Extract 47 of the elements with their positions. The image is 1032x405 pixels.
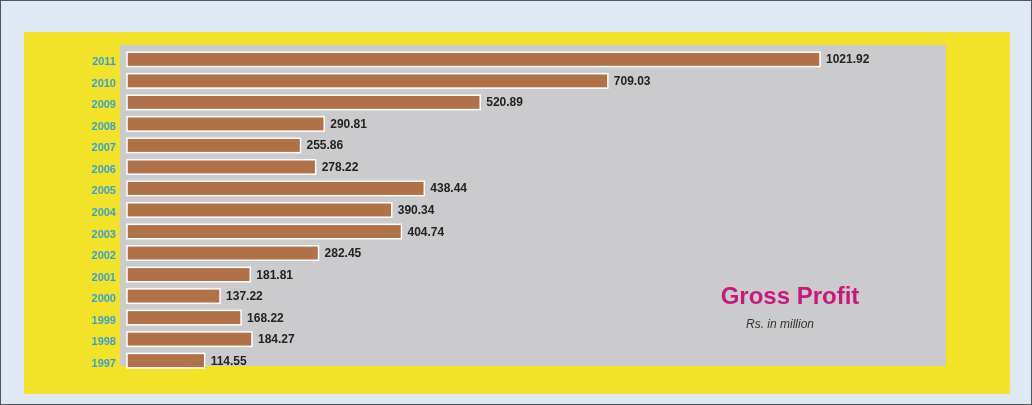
y-tick-label: 2009	[91, 98, 116, 111]
data-label: 390.34	[397, 203, 435, 217]
y-tick-label: 2001	[91, 270, 116, 283]
bar	[126, 223, 403, 240]
y-tick-label: 2006	[91, 162, 116, 175]
data-label: 278.22	[321, 159, 359, 174]
bar	[126, 288, 221, 305]
data-label: 168.22	[247, 310, 285, 325]
y-tick-label: 1999	[91, 313, 116, 326]
bar	[126, 94, 481, 111]
y-tick-label: 1998	[91, 335, 116, 348]
data-label: 255.86	[306, 138, 344, 153]
data-label: 181.81	[256, 267, 294, 282]
text: Rs. in million	[745, 317, 815, 331]
y-tick-label: 2010	[91, 76, 116, 89]
y-tick-label: 2002	[91, 249, 116, 262]
data-label: 282.45	[324, 246, 362, 261]
bar	[126, 159, 317, 175]
bar	[126, 72, 609, 89]
bar	[126, 266, 252, 283]
data-label: 290.81	[330, 116, 368, 131]
y-tick-label: 2011	[92, 55, 116, 68]
bar	[126, 331, 253, 348]
data-label: 114.55	[210, 353, 248, 368]
y-tick-label: 1997	[91, 356, 116, 369]
bar	[126, 137, 302, 154]
data-label: 184.27	[257, 332, 295, 347]
data-label: 520.89	[486, 95, 524, 110]
bar	[126, 180, 426, 197]
y-tick-label: 2007	[91, 141, 116, 154]
bar	[126, 51, 821, 68]
data-label: 1021.92	[826, 52, 870, 67]
bar	[126, 309, 242, 326]
y-tick-label: 2003	[91, 227, 116, 240]
bar	[126, 245, 320, 261]
data-label: 137.22	[226, 289, 264, 304]
bar	[126, 202, 393, 218]
bar	[126, 115, 325, 132]
data-label: 404.74	[407, 224, 445, 239]
bar	[126, 352, 206, 369]
text: Gross Profit	[720, 282, 860, 309]
y-tick-label: 2008	[91, 119, 116, 132]
y-tick-label: 2005	[91, 184, 116, 197]
data-label: 709.03	[613, 73, 651, 88]
data-label: 438.44	[430, 181, 468, 196]
y-tick-label: 2000	[91, 292, 116, 305]
y-tick-label: 2004	[91, 206, 117, 218]
